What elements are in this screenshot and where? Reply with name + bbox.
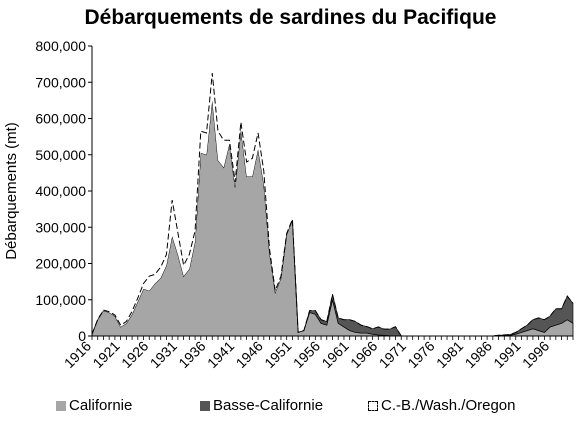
x-tick-label: 1921 [89,338,122,371]
x-tick-label: 1926 [118,338,151,371]
y-tick-label: 0 [78,328,86,344]
x-tick-label: 1986 [462,338,495,371]
x-tick-label: 1956 [290,338,323,371]
x-tick-label: 1971 [376,338,409,371]
legend-label-cb-wash-oregon: C.-B./Wash./Oregon [381,397,516,414]
legend: Californie Basse-Californie C.-B./Wash./… [0,397,581,417]
legend-swatch-californie [56,400,66,411]
x-tick-label: 1931 [147,338,180,371]
x-tick-label: 1976 [404,338,437,371]
x-tick-label: 1951 [261,338,294,371]
y-tick-label: 600,000 [35,111,86,127]
y-tick-label: 300,000 [35,219,86,235]
x-tick-label: 1916 [61,338,94,371]
y-tick-label: 800,000 [35,38,86,54]
y-tick-label: 100,000 [35,292,86,308]
legend-item-cb-wash-oregon: C.-B./Wash./Oregon [368,397,516,414]
legend-item-basse-californie: Basse-Californie [200,397,323,414]
legend-label-basse-californie: Basse-Californie [213,397,324,414]
x-tick-label: 1961 [318,338,351,371]
series-basse-californie-area [91,100,574,337]
x-tick-label: 1996 [519,338,552,371]
y-tick-label: 400,000 [35,183,86,199]
legend-swatch-cb-wash-oregon [368,400,378,411]
x-tick-label: 1991 [490,338,523,371]
legend-item-californie: Californie [56,397,132,414]
y-tick-label: 500,000 [35,147,86,163]
x-tick-label: 1966 [347,338,380,371]
x-tick-label: 1981 [433,338,466,371]
x-tick-label: 1946 [233,338,266,371]
y-tick-label: 700,000 [35,74,86,90]
series-cb-wash-oregon-line [91,73,574,337]
legend-label-californie: Californie [69,397,133,414]
x-tick-label: 1941 [204,338,237,371]
chart-title: Débarquements de sardines du Pacifique [84,6,497,29]
y-axis-title: Débarquements (mt) [3,122,20,260]
y-tick-label: 200,000 [35,256,86,272]
legend-swatch-basse-californie [200,400,210,411]
x-tick-label: 1936 [175,338,208,371]
